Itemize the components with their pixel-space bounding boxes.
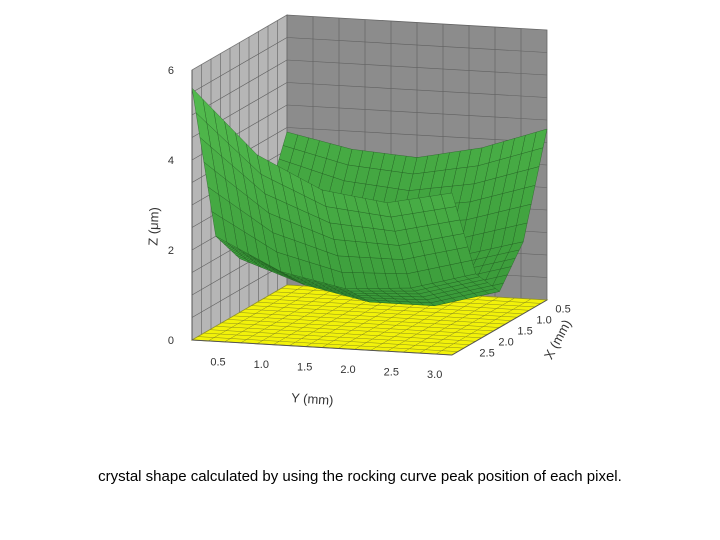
back-wall-gridline <box>286 127 548 143</box>
y-axis-title: Y (mm) <box>291 390 334 408</box>
floor-gridline <box>245 308 506 325</box>
y-tick-label: 3.0 <box>427 369 442 381</box>
back-wall-gridline <box>286 59 548 76</box>
x-axis-line <box>451 299 548 356</box>
y-tick-label: 1.0 <box>254 359 269 371</box>
floor-gridline <box>263 298 524 315</box>
surface-patch <box>191 87 208 124</box>
y-tick-label: 0.5 <box>210 357 225 369</box>
y-axis-line <box>191 339 453 356</box>
x-tick-label: 1.5 <box>517 325 532 337</box>
floor-gridline <box>386 296 483 352</box>
floor-gridline <box>435 298 531 355</box>
floor <box>190 284 549 356</box>
z-tick-label: 0 <box>168 335 174 347</box>
back-wall-gridline <box>286 104 548 121</box>
x-tick-label: 2.0 <box>498 336 513 348</box>
y-tick-label: 2.0 <box>340 364 355 376</box>
floor-gridline <box>257 301 518 318</box>
surface-plot: 0 2 4 6 0.5 1.0 1.5 2.0 2.5 3.0 0.5 1.0 1.5 2.0 2.5 Z (… <box>145 14 574 408</box>
x-tick-label: 1.0 <box>536 314 551 326</box>
y-tick-label: 2.5 <box>384 367 399 379</box>
floor-gridline <box>403 296 499 353</box>
floor-gridline <box>251 305 512 321</box>
y-tick-label: 1.5 <box>297 362 312 374</box>
figure-caption: crystal shape calculated by using the ro… <box>98 468 622 485</box>
floor-gridline <box>419 297 515 354</box>
x-tick-label: 0.5 <box>555 303 570 315</box>
z-tick-label: 6 <box>168 65 174 77</box>
floor-gridline <box>239 312 500 328</box>
left-wall-gridline <box>191 262 288 318</box>
back-wall-gridline <box>286 37 548 53</box>
x-tick-label: 2.5 <box>479 347 494 359</box>
floor-gridline <box>370 295 466 351</box>
z-tick-label: 4 <box>168 155 174 167</box>
back-wall-gridline <box>286 82 548 98</box>
z-axis-title: Z (μm) <box>145 207 161 246</box>
z-tick-label: 2 <box>168 245 174 257</box>
surface <box>191 87 548 307</box>
left-wall-gridline <box>191 37 288 93</box>
